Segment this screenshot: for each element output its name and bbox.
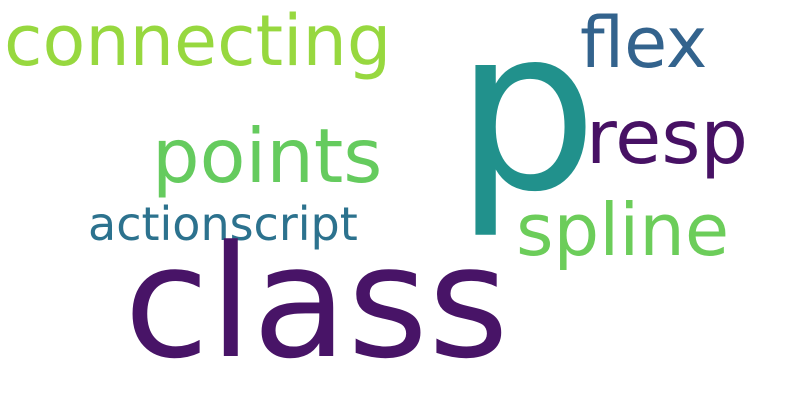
- word-connecting: connecting: [4, 0, 392, 82]
- word-points: points: [152, 112, 383, 200]
- word-p: p: [455, 0, 598, 242]
- word-resp: resp: [586, 93, 749, 181]
- word-spline: spline: [516, 188, 730, 272]
- word-flex: flex: [580, 2, 708, 84]
- word-actionscript: actionscript: [88, 197, 358, 251]
- word-class: class: [124, 212, 509, 393]
